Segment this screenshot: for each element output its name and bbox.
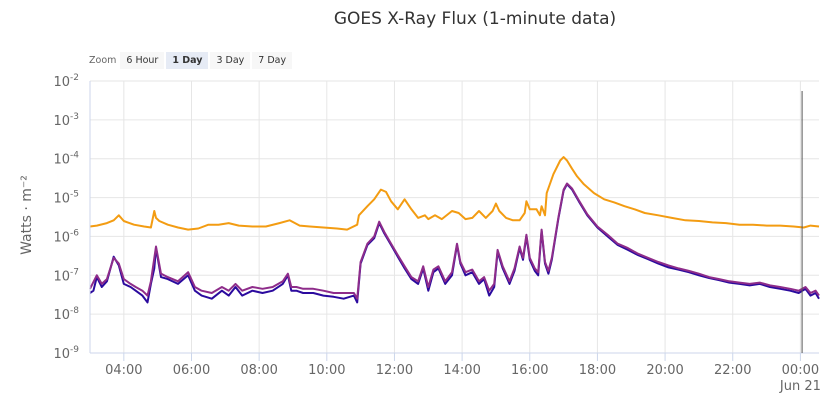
x-tick-label: 22:00 [714,363,751,378]
series-line-1 [89,183,820,304]
x-tick-label: 08:00 [240,363,277,378]
zoom-control: Zoom 6 Hour 1 Day 3 Day 7 Day [89,52,294,69]
x-tick-label: 10:00 [308,363,345,378]
axes: 10-2 10-3 10-4 10-5 10-6 10-7 10-8 10-9 04:00 06:… [53,73,820,394]
zoom-label: Zoom [89,55,117,66]
y-tick-label: 10-7 [53,267,79,284]
y-tick-label: 10-6 [53,228,79,245]
y-tick-label: 10-4 [53,151,79,168]
x-tick-sublabel: Jun 21 [779,379,821,394]
x-tick-label: 04:00 [105,363,142,378]
y-axis-label: Watts · m⁻² [19,175,35,255]
x-tick-label: 14:00 [443,363,480,378]
x-tick-label: 06:00 [173,363,210,378]
x-tick-label: 18:00 [579,363,616,378]
x-tick-label: 12:00 [376,363,413,378]
y-tick-label: 10-2 [53,73,79,90]
series-group [89,156,820,304]
zoom-button-7-day[interactable]: 7 Day [252,52,293,69]
zoom-button-1-day[interactable]: 1 Day [166,52,209,69]
y-tick-label: 10-9 [53,345,79,362]
series-line-0 [89,156,820,231]
chart-title: GOES X-Ray Flux (1-minute data) [333,9,617,29]
x-tick-label: 00:00 [782,363,819,378]
zoom-button-3-day[interactable]: 3 Day [210,52,251,69]
y-tick-label: 10-8 [53,306,79,323]
x-tick-label: 16:00 [511,363,548,378]
y-tick-label: 10-5 [53,190,79,207]
x-tick-label: 20:00 [646,363,683,378]
series-line-2 [89,182,820,300]
zoom-button-6-hour[interactable]: 6 Hour [120,52,165,69]
y-tick-label: 10-3 [53,112,79,129]
grid-lines [90,80,819,354]
